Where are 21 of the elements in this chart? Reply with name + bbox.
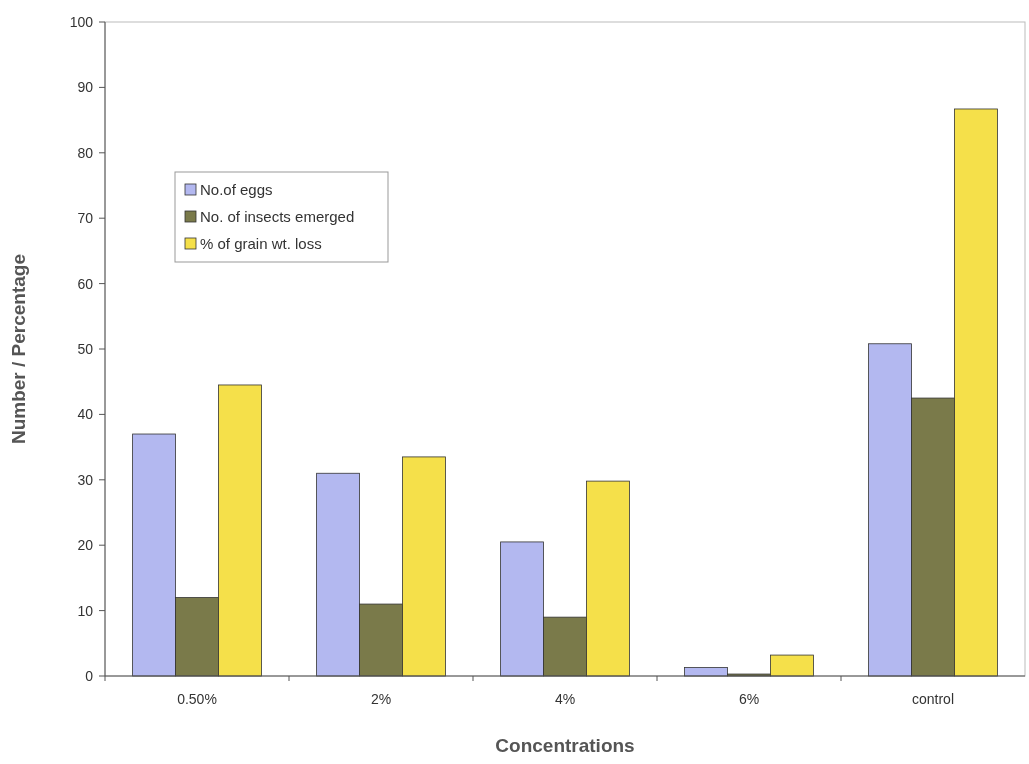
x-axis-title: Concentrations xyxy=(495,735,635,756)
y-tick-label: 30 xyxy=(77,471,94,488)
legend-label: No.of eggs xyxy=(200,181,273,199)
legend-label: No. of insects emerged xyxy=(200,208,355,226)
y-tick-label: 60 xyxy=(77,275,94,292)
y-tick-label: 10 xyxy=(77,602,94,619)
y-tick-label: 80 xyxy=(77,144,94,161)
x-tick-label: 6% xyxy=(738,691,760,707)
y-tick-label: 70 xyxy=(77,210,94,227)
legend-label: % of grain wt. loss xyxy=(200,235,322,253)
y-tick-label: 20 xyxy=(77,537,94,554)
x-tick-label: 2% xyxy=(370,691,392,707)
y-tick-label: 50 xyxy=(77,340,94,357)
x-tick-label: control xyxy=(911,691,955,707)
x-tick-label: 4% xyxy=(554,691,576,707)
x-tick-label: 0.50% xyxy=(177,691,217,707)
y-tick-label: 0 xyxy=(85,667,94,684)
y-tick-label: 40 xyxy=(77,406,94,423)
y-tick-label: 100 xyxy=(69,13,94,30)
y-axis-title: Number / Percentage xyxy=(8,253,29,445)
y-tick-label: 90 xyxy=(77,79,94,96)
